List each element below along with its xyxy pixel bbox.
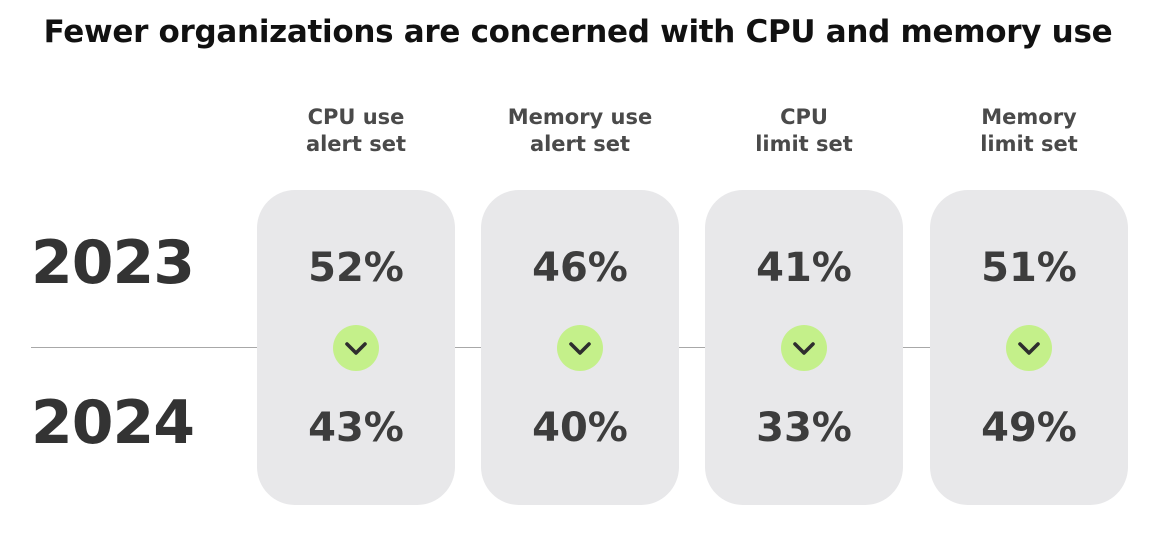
year-label-2023: 2023 [31, 228, 195, 298]
chevron-down-icon [569, 342, 591, 355]
column-header-line: alert set [305, 132, 407, 156]
decrease-badge [781, 325, 827, 371]
decrease-badge [333, 325, 379, 371]
column-header-line: CPU [780, 105, 828, 129]
year-label-2024: 2024 [31, 388, 195, 458]
chevron-down-icon [345, 342, 367, 355]
chevron-down-icon [1018, 342, 1040, 355]
column-header-line: limit set [980, 132, 1078, 156]
column-header-line: limit set [755, 132, 853, 156]
value-2024-memory-use-alert-set: 40% [532, 405, 628, 451]
column-header-line: alert set [529, 132, 631, 156]
column-header-line: Memory use [507, 105, 653, 129]
value-2024-memory-limit-set: 49% [981, 405, 1077, 451]
value-2024-cpu-limit-set: 33% [756, 405, 852, 451]
column-header-cpu-limit-set: CPU limit set [694, 104, 914, 158]
column-header-line: CPU use [307, 105, 405, 129]
value-2023-memory-use-alert-set: 46% [532, 245, 628, 291]
value-2023-cpu-use-alert-set: 52% [308, 245, 404, 291]
value-2023-memory-limit-set: 51% [981, 245, 1077, 291]
column-header-line: Memory [981, 105, 1077, 129]
chart-title: Fewer organizations are concerned with C… [43, 14, 1113, 50]
chevron-down-icon [793, 342, 815, 355]
column-header-cpu-use-alert-set: CPU use alert set [246, 104, 466, 158]
column-header-memory-limit-set: Memory limit set [919, 104, 1139, 158]
decrease-badge [557, 325, 603, 371]
decrease-badge [1006, 325, 1052, 371]
value-2024-cpu-use-alert-set: 43% [308, 405, 404, 451]
column-header-memory-use-alert-set: Memory use alert set [470, 104, 690, 158]
value-2023-cpu-limit-set: 41% [756, 245, 852, 291]
